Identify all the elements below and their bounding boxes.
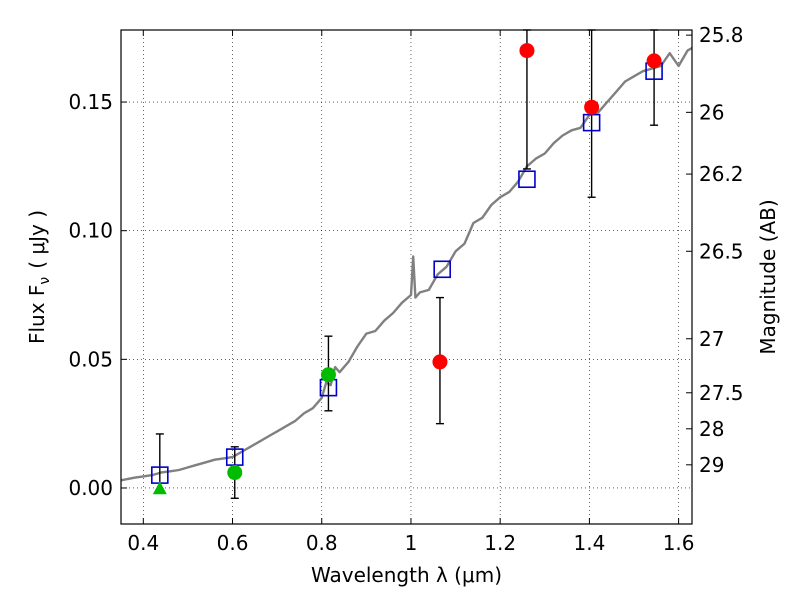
template-spectrum [120,46,693,482]
observed-flux-triangle [152,481,167,495]
observed-flux-point [584,99,600,115]
x-tick-label: 1 [405,531,418,555]
template-photometry-square [518,170,536,189]
plot-frame [120,29,693,525]
observed-flux-point [227,465,243,481]
observed-flux-point [519,43,535,59]
right-tick-label: 26.5 [699,239,744,263]
right-tick-label: 27 [699,327,724,351]
observed-flux-point [646,53,662,69]
right-tick-label: 29 [699,453,724,477]
y-axis-label-subscript: ν [37,277,53,285]
x-tick-label: 1.4 [573,531,605,555]
x-axis-label: Wavelength λ (μm) [311,563,502,587]
right-tick-label: 27.5 [699,381,744,405]
template-spectrum-line [120,46,693,482]
error-bars [155,29,659,499]
template-photometry-square [433,260,451,279]
y-tick-label: 0.00 [68,476,113,500]
x-tick-label: 0.8 [306,531,338,555]
y-axis-label: Flux Fν ( μJy ) [25,210,53,344]
y-axis-label-unit: ( μJy ) [25,210,49,269]
x-tick-label: 0.4 [127,531,159,555]
right-tick-label: 25.8 [699,23,744,47]
x-tick-label: 0.6 [217,531,249,555]
right-tick-label: 26.2 [699,162,744,186]
axis-ticks: 0.4 0.6 0.8 1 1.2 1.4 1.6 0.00 0.05 0.10 0.15 25.8 2… [68,23,743,555]
x-tick-label: 1.6 [663,531,695,555]
data-markers [151,43,663,495]
right-tick-label: 28 [699,417,724,441]
y-tick-label: 0.05 [68,347,113,371]
y-axis-label-main: Flux F [25,285,49,344]
observed-flux-point [320,367,336,383]
right-axis-label: Magnitude (AB) [756,199,780,354]
right-tick-label: 26 [699,100,724,124]
y-tick-label: 0.10 [68,219,113,243]
observed-flux-point [432,354,448,370]
y-tick-label: 0.15 [68,90,113,114]
x-tick-label: 1.2 [484,531,516,555]
